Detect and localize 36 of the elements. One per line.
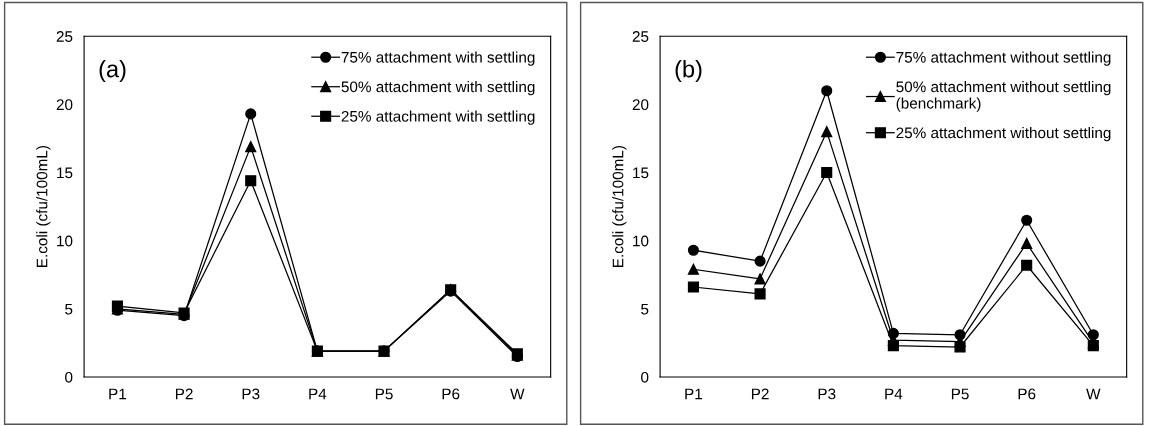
y-axis-title: E.coli (cfu/100mL)	[612, 146, 627, 267]
x-tick-label: P5	[951, 388, 969, 400]
x-tick-label: P3	[242, 388, 260, 400]
x-tick-label: P1	[685, 388, 703, 400]
x-tick-label: P6	[1018, 388, 1036, 400]
y-tick-label: 25	[632, 31, 649, 42]
x-tick-label: P4	[309, 388, 327, 400]
x-tick-label: P4	[885, 388, 903, 400]
x-tick-label: P1	[109, 388, 127, 400]
y-axis-title: E.coli (cfu/100mL)	[36, 146, 51, 267]
y-tick-label: 20	[56, 99, 73, 111]
x-tick-label: P2	[175, 388, 193, 400]
legend-label: 50% attachment without settling (benchmark)	[896, 81, 1111, 112]
y-tick-label: 0	[641, 371, 649, 383]
y-tick-label: 10	[633, 235, 649, 247]
y-tick-label: 20	[632, 99, 649, 111]
x-tick-label: W	[510, 388, 525, 400]
x-tick-label: W	[1086, 388, 1101, 400]
legend-label: 75% attachment with settling	[341, 51, 535, 66]
annotation: (b)	[675, 60, 702, 83]
y-tick-label: 15	[57, 167, 73, 179]
y-tick-label: 0	[65, 371, 73, 383]
x-tick-label: P3	[818, 388, 836, 400]
annotation: (a)	[99, 60, 126, 83]
y-tick-label: 10	[57, 235, 73, 247]
legend-label: 50% attachment with settling	[341, 81, 535, 96]
y-tick-label: 5	[641, 303, 649, 315]
y-tick-label: 5	[65, 303, 73, 315]
y-tick-label: 15	[633, 167, 649, 179]
x-tick-label: P2	[751, 388, 769, 400]
legend-label: 25% attachment without settling	[896, 126, 1111, 142]
y-tick-label: 25	[56, 31, 73, 42]
x-tick-label: P6	[442, 388, 460, 400]
legend-label: 25% attachment with settling	[341, 110, 535, 125]
x-tick-label: P5	[375, 388, 393, 400]
legend-label: 75% attachment without settling	[896, 51, 1111, 66]
